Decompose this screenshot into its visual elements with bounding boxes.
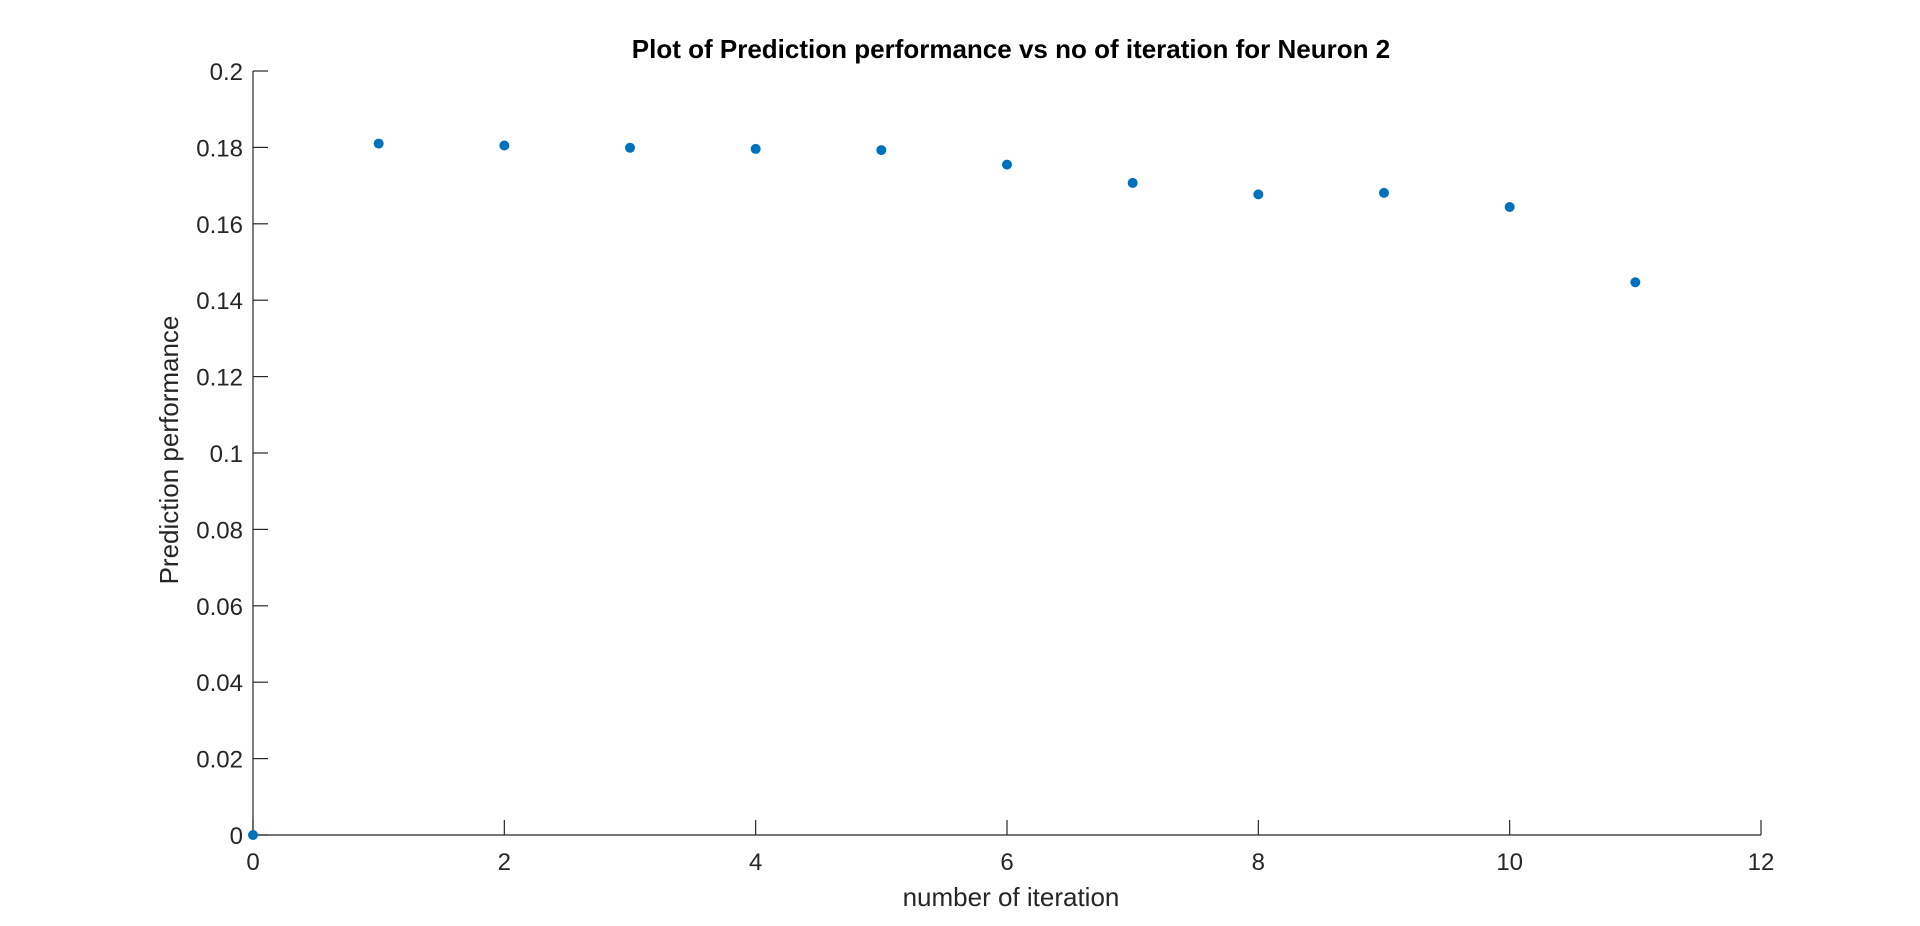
data-point <box>248 830 258 840</box>
data-point <box>1253 189 1264 200</box>
y-tick-label: 0.14 <box>196 288 243 315</box>
y-tick-label: 0.02 <box>196 747 243 774</box>
y-tick-label: 0.2 <box>210 59 243 86</box>
data-point <box>1379 187 1389 198</box>
x-tick-label: 8 <box>1252 849 1265 876</box>
x-tick-label: 2 <box>498 849 511 876</box>
y-tick-label: 0.12 <box>196 365 243 392</box>
x-tick-label: 0 <box>246 849 259 876</box>
data-points <box>248 138 1641 840</box>
data-point <box>1002 159 1012 170</box>
axes <box>252 71 1761 836</box>
data-point <box>1504 201 1515 212</box>
x-tick-label: 12 <box>1748 849 1775 876</box>
x-tick-label: 6 <box>1000 849 1013 876</box>
x-axis-label: number of iteration <box>903 882 1120 912</box>
y-tick-label: 0.08 <box>196 517 243 544</box>
y-tick-label: 0.16 <box>196 212 243 239</box>
y-tick-label: 0 <box>230 823 243 850</box>
tick-group: 0 2 4 6 8 10 12 0 0.02 0.04 0.06 0.08 0.1 0.12 0.14 0.1… <box>196 59 1774 876</box>
y-tick-label: 0.04 <box>196 670 243 697</box>
data-point <box>625 142 635 153</box>
data-point <box>876 145 887 156</box>
data-point <box>373 138 384 149</box>
data-point <box>1630 277 1641 288</box>
chart-title: Plot of Prediction performance vs no of … <box>632 34 1390 64</box>
y-tick-label: 0.1 <box>210 441 243 468</box>
y-axis-label: Prediction performance <box>154 316 184 585</box>
data-point <box>499 140 510 151</box>
data-point <box>750 143 761 154</box>
x-tick-label: 10 <box>1496 849 1523 876</box>
data-point <box>1127 177 1138 188</box>
y-tick-label: 0.18 <box>196 135 243 162</box>
x-tick-label: 4 <box>749 849 762 876</box>
y-tick-label: 0.06 <box>196 594 243 621</box>
